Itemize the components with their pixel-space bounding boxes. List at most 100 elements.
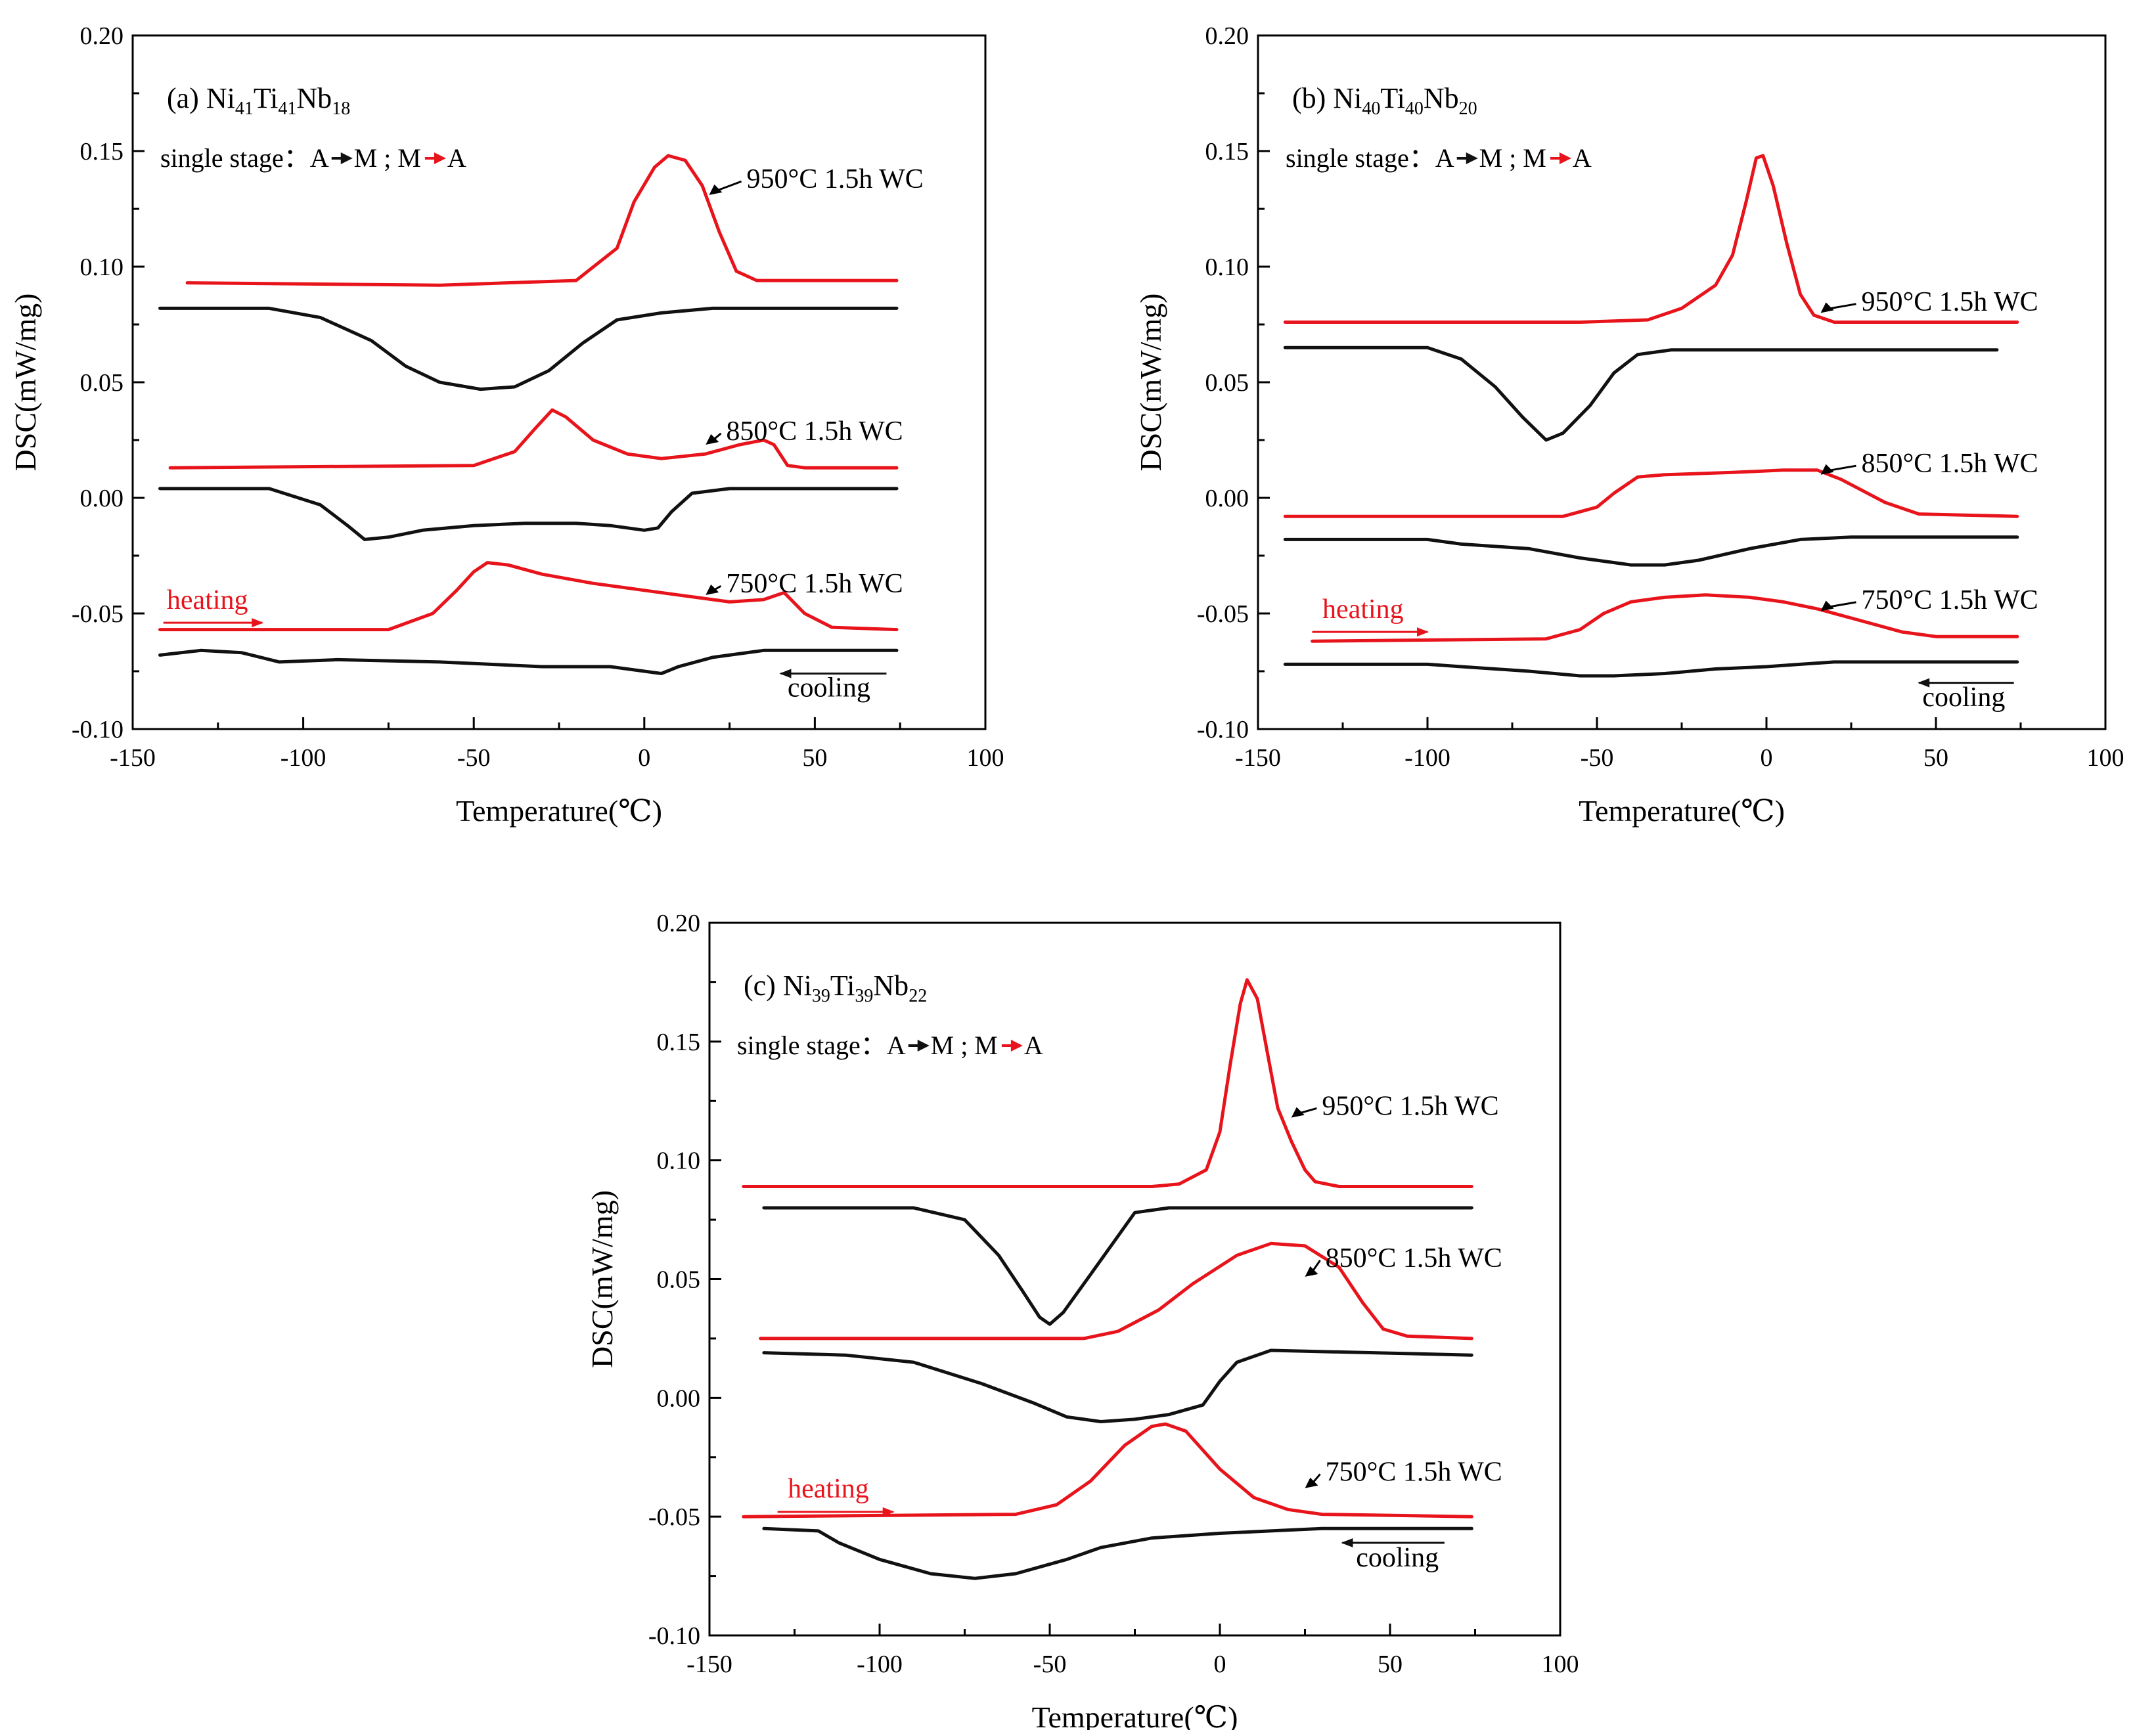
cooling-arrowhead xyxy=(779,669,792,678)
x-tick-label: 0 xyxy=(1214,1651,1226,1678)
legend-mid: M ; M xyxy=(354,143,421,173)
condition-label: 750°C 1.5h WC xyxy=(1326,1457,1502,1487)
legend-text: single stage：A M ; M A xyxy=(160,143,466,173)
heating-curve-4 xyxy=(158,561,899,632)
y-tick-label: -0.05 xyxy=(648,1503,700,1531)
heating-curve-4 xyxy=(742,1422,1473,1519)
heating-curve-2 xyxy=(759,1241,1473,1341)
x-tick-label: -50 xyxy=(457,744,491,772)
cooling-arrowhead xyxy=(1341,1538,1353,1547)
y-tick-label: -0.05 xyxy=(72,600,124,628)
x-tick-label: -150 xyxy=(110,744,156,772)
y-tick-label: 0.20 xyxy=(657,910,701,937)
heating-curve-2 xyxy=(168,408,899,470)
legend-prefix: single stage：A xyxy=(160,143,329,173)
y-tick-label: 0.20 xyxy=(80,22,124,50)
y-tick-label: 0.05 xyxy=(80,369,124,397)
condition-pointer xyxy=(1827,601,1856,608)
condition-label: 850°C 1.5h WC xyxy=(1326,1243,1502,1274)
panel-title: (a) Ni41Ti41Nb18 xyxy=(167,82,350,119)
condition-pointer-head xyxy=(1305,1266,1318,1277)
cooling-curve-1 xyxy=(762,1206,1473,1326)
condition-pointer xyxy=(1827,303,1856,310)
y-tick-label: 0.15 xyxy=(1205,138,1249,166)
panel-title: (c) Ni39Ti39Nb22 xyxy=(744,969,927,1006)
cooling-curve-3 xyxy=(762,1348,1473,1423)
formula-part: 18 xyxy=(332,99,350,119)
y-axis-label: DSC(mW/mg) xyxy=(9,294,42,472)
legend-prefix: single stage：A xyxy=(737,1031,906,1060)
panel-b-chart: -150 -100 -50 0 50 100 -0.10 -0.05 0.00 0.05 0.10 0… xyxy=(1134,22,2124,828)
legend-heating-arrowhead xyxy=(1559,152,1571,164)
legend-suffix: A xyxy=(1573,143,1592,173)
condition-label: 750°C 1.5h WC xyxy=(1861,585,2038,615)
formula-part: Ni xyxy=(1333,82,1362,114)
heating-label: heating xyxy=(1322,594,1404,625)
y-tick-label: 0.20 xyxy=(1205,22,1249,50)
y-tick-label: -0.10 xyxy=(72,716,124,743)
x-tick-label: -50 xyxy=(1581,744,1614,772)
x-tick-label: 50 xyxy=(1923,744,1948,772)
x-tick-label: -100 xyxy=(281,744,326,772)
x-axis-label: Temperature(℃) xyxy=(1579,794,1785,828)
cooling-curve-1 xyxy=(1283,345,1999,442)
panel-label: (b) xyxy=(1292,82,1333,114)
plot-frame xyxy=(131,34,987,730)
formula-part: 41 xyxy=(278,99,296,119)
condition-label: 750°C 1.5h WC xyxy=(726,569,903,599)
y-axis-label: DSC(mW/mg) xyxy=(1134,294,1167,472)
legend-mid: M ; M xyxy=(1479,143,1546,173)
condition-label: 850°C 1.5h WC xyxy=(1861,449,2038,479)
formula-part: Nb xyxy=(1424,82,1459,114)
formula-part: 40 xyxy=(1362,99,1380,119)
heating-curve-0 xyxy=(742,978,1473,1188)
y-tick-label: 0.10 xyxy=(1205,254,1249,281)
heating-label: heating xyxy=(167,585,248,615)
legend-heating-arrowhead xyxy=(434,152,446,164)
formula-part: Ti xyxy=(1380,82,1405,114)
condition-pointer-head xyxy=(1305,1477,1318,1488)
condition-pointer-head xyxy=(709,184,723,195)
y-tick-label: 0.05 xyxy=(657,1266,701,1294)
condition-pointer-head xyxy=(1820,302,1834,313)
y-tick-label: 0.00 xyxy=(1205,485,1249,512)
x-tick-label: 100 xyxy=(2087,744,2124,772)
x-tick-label: 50 xyxy=(802,744,827,772)
legend-cooling-arrowhead xyxy=(917,1040,930,1052)
y-tick-label: -0.05 xyxy=(1197,600,1249,628)
cooling-curve-5 xyxy=(158,648,899,675)
heating-curve-0 xyxy=(1283,154,2019,324)
legend-cooling-arrowhead xyxy=(340,152,353,164)
formula-part: Ti xyxy=(830,969,855,1002)
x-axis-label: Temperature(℃) xyxy=(1032,1700,1238,1730)
legend-suffix: A xyxy=(447,143,466,173)
panel-a-chart: -150 -100 -50 0 50 100 -0.10 -0.05 0.00 0.05 0.10 0… xyxy=(9,22,1004,828)
legend-prefix: single stage：A xyxy=(1286,143,1454,173)
legend-cooling-arrowhead xyxy=(1466,152,1478,164)
heating-arrowhead xyxy=(882,1507,895,1517)
legend-heating-arrowhead xyxy=(1010,1040,1023,1052)
y-tick-label: -0.10 xyxy=(648,1622,700,1650)
cooling-label: cooling xyxy=(1356,1543,1439,1573)
heating-curve-2 xyxy=(1283,468,2019,518)
panel-label: (a) xyxy=(167,82,206,114)
condition-label: 850°C 1.5h WC xyxy=(726,416,903,447)
y-tick-label: 0.10 xyxy=(80,254,124,281)
heating-arrowhead xyxy=(252,618,264,628)
x-tick-label: 50 xyxy=(1378,1651,1403,1678)
cooling-curve-5 xyxy=(1283,660,2019,678)
x-tick-label: 100 xyxy=(967,744,1004,772)
condition-label: 950°C 1.5h WC xyxy=(747,164,924,194)
formula-part: 39 xyxy=(855,986,873,1006)
cooling-arrowhead xyxy=(1918,678,1930,688)
x-tick-label: -50 xyxy=(1033,1651,1067,1678)
y-tick-label: 0.00 xyxy=(80,485,124,512)
x-tick-label: 0 xyxy=(638,744,650,772)
condition-pointer-head xyxy=(1820,464,1834,475)
condition-label: 950°C 1.5h WC xyxy=(1861,287,2038,317)
formula-part: Ti xyxy=(254,82,279,114)
y-tick-label: 0.15 xyxy=(80,138,124,166)
condition-label: 950°C 1.5h WC xyxy=(1322,1091,1498,1121)
x-tick-label: -150 xyxy=(686,1651,732,1678)
